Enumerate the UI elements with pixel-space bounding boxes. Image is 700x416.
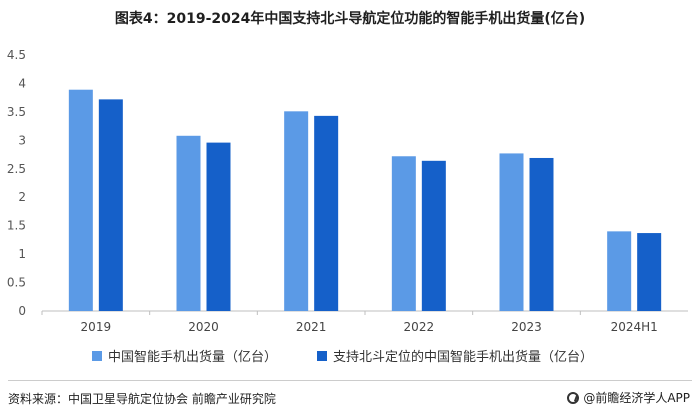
legend-item-series-1: 中国智能手机出货量（亿台）: [92, 346, 277, 365]
legend: 中国智能手机出货量（亿台） 支持北斗定位的中国智能手机出货量（亿台）: [92, 346, 633, 365]
y-tick-label: 1: [18, 247, 26, 261]
y-tick-label: 0: [18, 304, 26, 318]
bar-series-1: [68, 89, 93, 311]
brand-text: @前瞻经济学人APP: [583, 391, 690, 405]
y-tick-label: 4: [18, 76, 26, 90]
bar-series-2: [637, 233, 662, 311]
y-tick-label: 2.5: [7, 162, 26, 176]
footer-divider: [8, 380, 692, 381]
x-tick-label: 2021: [296, 320, 327, 334]
chart-title: 图表4：2019-2024年中国支持北斗导航定位功能的智能手机出货量(亿台): [114, 11, 586, 27]
y-tick-label: 3: [18, 133, 26, 147]
legend-swatch-series-1: [92, 350, 102, 361]
bar-series-2: [421, 160, 446, 311]
bar-series-1: [607, 231, 632, 311]
y-tick-label: 1.5: [7, 219, 26, 233]
bar-series-1: [284, 111, 309, 311]
bar-series-1: [391, 156, 416, 311]
bar-series-2: [529, 157, 554, 311]
legend-label-series-1: 中国智能手机出货量（亿台）: [108, 350, 278, 365]
bar-series-1: [176, 135, 201, 311]
y-tick-label: 4.5: [7, 48, 26, 62]
y-tick-label: 2: [18, 190, 26, 204]
x-tick-label: 2019: [81, 320, 112, 334]
y-tick-label: 0.5: [7, 276, 26, 290]
y-tick-label: 3.5: [7, 105, 26, 119]
legend-label-series-2: 支持北斗定位的中国智能手机出货量（亿台）: [333, 350, 594, 365]
x-tick-label: 2022: [404, 320, 435, 334]
x-tick-label: 2024H1: [611, 320, 658, 334]
brand-logo-icon: [567, 391, 580, 404]
legend-swatch-series-2: [317, 350, 328, 361]
bar-series-2: [98, 99, 123, 311]
brand-mark: @前瞻经济学人APP: [567, 389, 690, 406]
bar-series-1: [499, 153, 524, 311]
bar-series-2: [206, 142, 231, 311]
x-tick-label: 2023: [511, 320, 542, 334]
x-tick-label: 2020: [188, 320, 219, 334]
source-note: 资料来源：中国卫星导航定位协会 前瞻产业研究院: [8, 392, 276, 406]
bar-series-2: [314, 115, 339, 311]
legend-item-series-2: 支持北斗定位的中国智能手机出货量（亿台）: [317, 346, 593, 365]
